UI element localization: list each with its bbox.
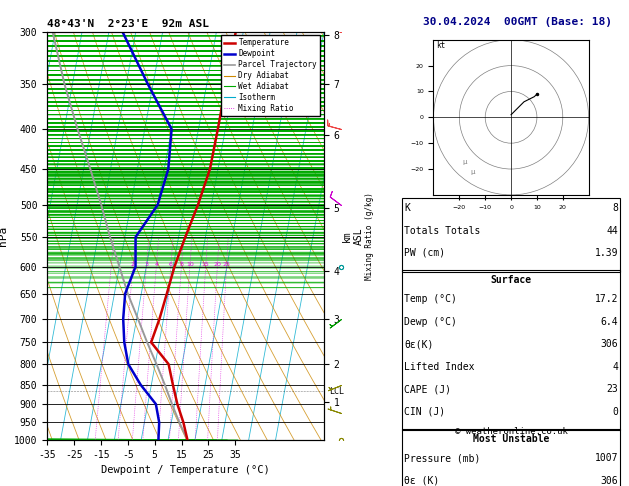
Text: 1007: 1007	[595, 453, 618, 463]
Text: θε(K): θε(K)	[404, 339, 433, 349]
Text: kt: kt	[436, 40, 445, 50]
Text: 8: 8	[613, 203, 618, 213]
Text: 306: 306	[601, 475, 618, 486]
Text: K: K	[404, 203, 409, 213]
Text: Dewp (°C): Dewp (°C)	[404, 317, 457, 327]
Text: PW (cm): PW (cm)	[404, 248, 445, 258]
Bar	[402, 270, 620, 430]
Text: 306: 306	[601, 339, 618, 349]
Text: 6.4: 6.4	[601, 317, 618, 327]
Text: 8: 8	[179, 261, 183, 267]
Text: 0: 0	[613, 407, 618, 417]
Text: CIN (J): CIN (J)	[404, 407, 445, 417]
Text: 20: 20	[213, 261, 221, 267]
Text: 17.2: 17.2	[595, 295, 618, 304]
Text: LCL: LCL	[330, 387, 345, 396]
Text: © weatheronline.co.uk: © weatheronline.co.uk	[455, 427, 567, 436]
Text: 3: 3	[145, 261, 148, 267]
Bar	[402, 198, 620, 272]
Text: CAPE (J): CAPE (J)	[404, 384, 451, 394]
Text: Totals Totals: Totals Totals	[404, 226, 481, 236]
Text: 2: 2	[131, 261, 135, 267]
Text: Temp (°C): Temp (°C)	[404, 295, 457, 304]
Bar	[402, 429, 620, 486]
Text: 10: 10	[186, 261, 194, 267]
Text: 23: 23	[606, 384, 618, 394]
Text: 25: 25	[223, 261, 230, 267]
Legend: Temperature, Dewpoint, Parcel Trajectory, Dry Adiabat, Wet Adiabat, Isotherm, Mi: Temperature, Dewpoint, Parcel Trajectory…	[221, 35, 320, 116]
Text: μ: μ	[462, 159, 467, 165]
Text: 4: 4	[613, 362, 618, 372]
Text: Mixing Ratio (g/kg): Mixing Ratio (g/kg)	[365, 192, 374, 279]
Y-axis label: hPa: hPa	[0, 226, 8, 246]
Text: Most Unstable: Most Unstable	[473, 434, 549, 444]
Text: 15: 15	[202, 261, 209, 267]
Text: 6: 6	[169, 261, 173, 267]
Y-axis label: km
ASL: km ASL	[342, 227, 364, 244]
Text: 48°43'N  2°23'E  92m ASL: 48°43'N 2°23'E 92m ASL	[47, 19, 209, 30]
Text: 4: 4	[154, 261, 159, 267]
Text: μ: μ	[470, 169, 474, 175]
X-axis label: Dewpoint / Temperature (°C): Dewpoint / Temperature (°C)	[101, 465, 270, 475]
Text: 30.04.2024  00GMT (Base: 18): 30.04.2024 00GMT (Base: 18)	[423, 17, 612, 27]
Text: θε (K): θε (K)	[404, 475, 439, 486]
Text: 44: 44	[606, 226, 618, 236]
Text: Lifted Index: Lifted Index	[404, 362, 474, 372]
Text: Surface: Surface	[491, 275, 532, 285]
Text: 1.39: 1.39	[595, 248, 618, 258]
Text: Pressure (mb): Pressure (mb)	[404, 453, 481, 463]
